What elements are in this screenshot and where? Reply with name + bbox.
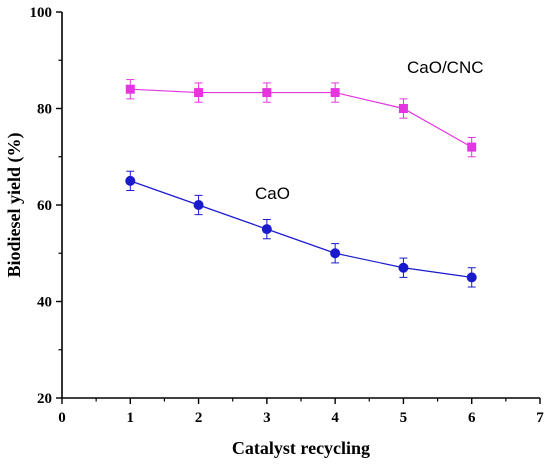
x-tick-label: 5 (400, 410, 408, 426)
series-line (130, 88, 473, 148)
data-point (466, 272, 477, 283)
x-axis: 0 1 2 3 4 5 6 7 (58, 397, 544, 426)
series-label: CaO/CNC (407, 58, 484, 77)
series-label: CaO (255, 184, 290, 203)
x-axis-title: Catalyst recycling (232, 438, 370, 458)
x-tick-label: 0 (58, 410, 66, 426)
x-tick-label: 7 (536, 410, 544, 426)
data-point (193, 200, 204, 210)
x-tick-label: 3 (263, 410, 271, 426)
y-tick-label: 20 (37, 391, 52, 407)
y-axis-title: Biodiesel yield (%) (4, 133, 25, 278)
x-tick-label: 1 (127, 410, 135, 426)
x-tick-label: 2 (195, 410, 203, 426)
data-point (330, 88, 340, 98)
y-tick-label: 60 (37, 198, 52, 214)
data-point (398, 262, 409, 273)
data-point (398, 104, 408, 113)
data-point (262, 88, 272, 98)
data-point (125, 84, 135, 94)
y-tick-label: 80 (37, 102, 52, 118)
data-point (194, 88, 204, 98)
data-point (467, 142, 477, 152)
y-axis: 20 40 60 80 100 (30, 5, 63, 407)
series-layer: CaO/CNC CaO (125, 58, 484, 288)
series-line (130, 180, 472, 278)
y-tick-label: 100 (30, 5, 53, 21)
data-point (261, 224, 272, 235)
series-cao: CaO (125, 170, 477, 288)
series-cao-cnc: CaO/CNC (125, 58, 484, 158)
data-point (330, 248, 341, 259)
y-tick-label: 40 (37, 295, 52, 311)
data-point (125, 175, 136, 186)
x-tick-label: 4 (331, 410, 339, 426)
x-tick-label: 6 (468, 410, 476, 426)
